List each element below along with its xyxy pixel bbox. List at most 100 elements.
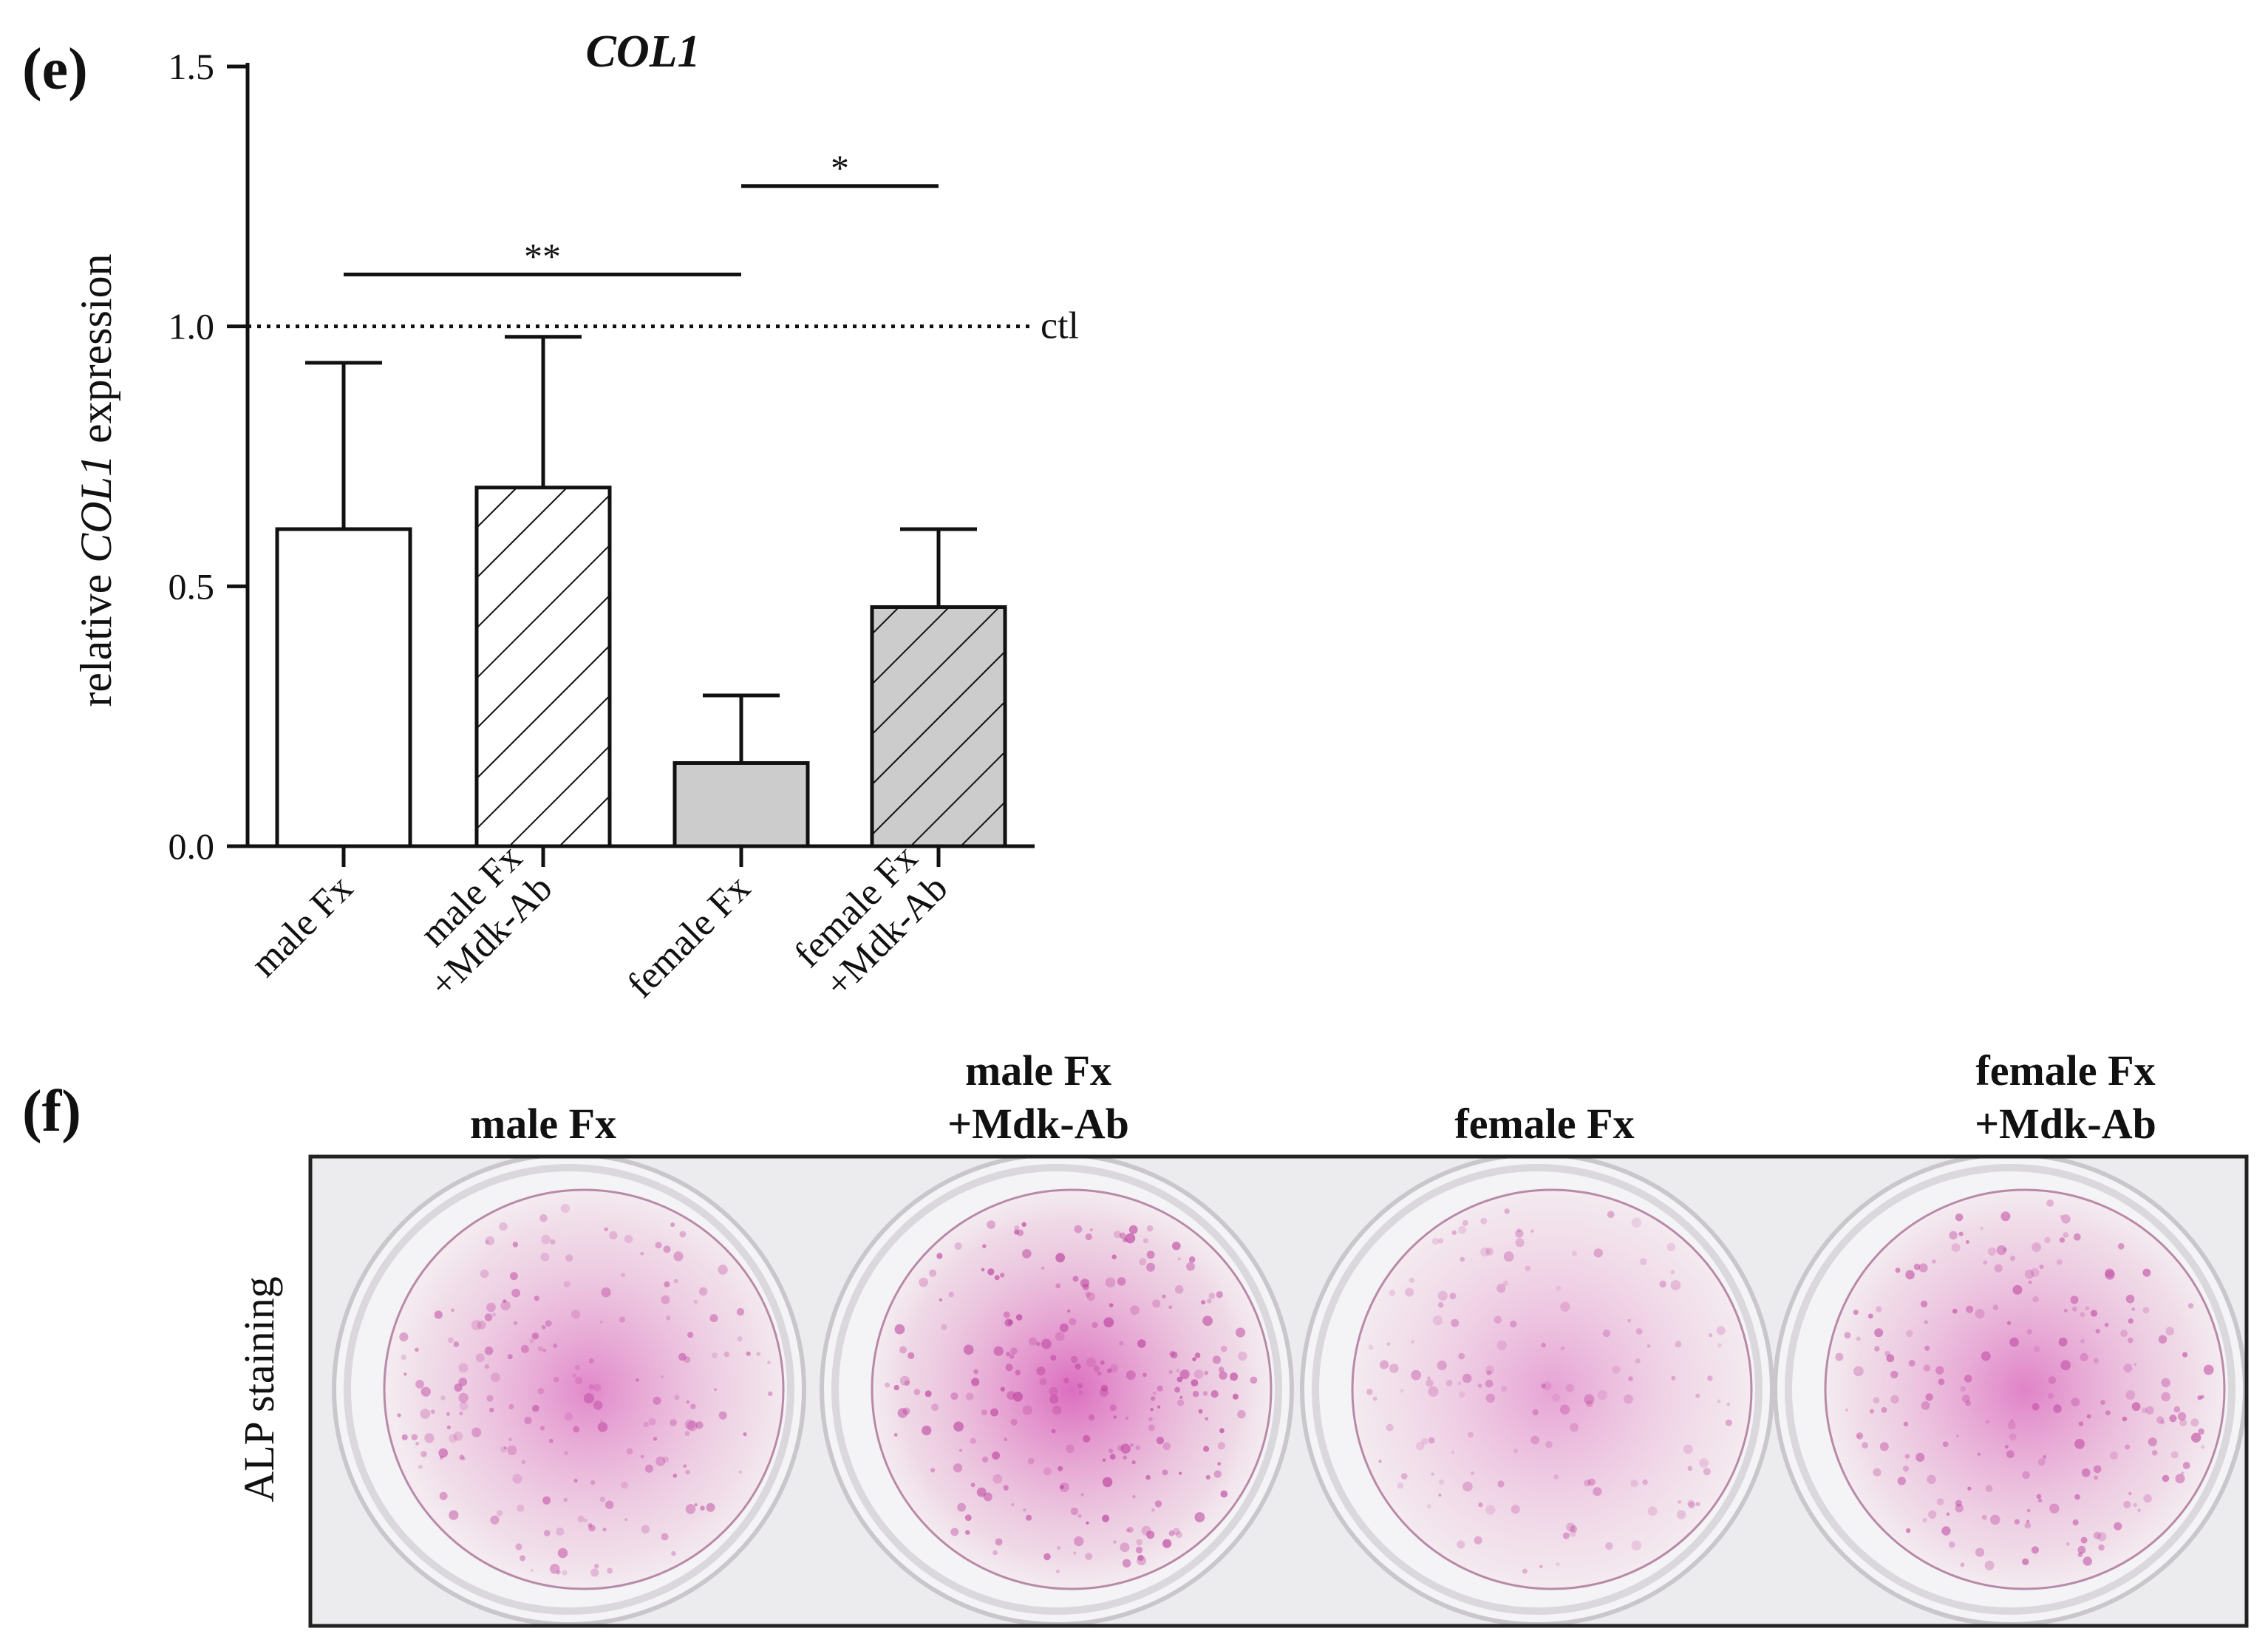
stain-speckle [644,1464,653,1473]
stain-speckle [653,1396,661,1405]
stain-speckle [1126,1528,1130,1533]
stain-speckle [2179,1419,2187,1426]
stain-speckle [1908,1360,1915,1367]
stain-speckle [2000,1211,2011,1222]
stain-speckle [1205,1417,1208,1421]
stain-speckle [542,1496,551,1505]
stain-speckle [588,1525,596,1532]
stain-speckle [1218,1366,1225,1372]
stain-speckle [1093,1365,1100,1372]
stain-speckle [1066,1444,1075,1454]
stain-speckle [1542,1381,1552,1391]
stain-speckle [1856,1432,1864,1440]
stain-speckle [1428,1437,1435,1444]
stain-speckle [1074,1536,1084,1547]
stain-speckle [2048,1392,2054,1399]
stain-speckle [1162,1294,1166,1298]
stain-speckle [1142,1372,1147,1378]
stain-speckle [1120,1443,1131,1454]
stain-speckle [1725,1419,1732,1426]
stain-speckle [418,1465,423,1469]
stain-speckle [609,1230,618,1240]
stain-speckle [1984,1560,1995,1570]
stain-speckle [2105,1410,2111,1416]
stain-speckle [695,1421,704,1429]
stain-speckle [489,1407,494,1413]
stain-speckle [2063,1309,2068,1313]
stain-speckle [1069,1318,1077,1326]
stain-speckle [599,1497,605,1502]
stain-speckle [2037,1458,2046,1466]
stain-speckle [485,1240,489,1245]
stain-speckle [1560,1301,1570,1312]
stain-speckle [1014,1229,1019,1235]
stain-speckle [1100,1360,1105,1365]
stain-speckle [2182,1462,2190,1469]
stain-speckle [1146,1262,1156,1272]
stain-speckle [2072,1307,2077,1312]
stain-speckle [572,1373,577,1378]
stain-speckle [531,1332,539,1340]
stain-speckle [1372,1396,1378,1401]
stain-speckle [679,1230,687,1238]
stain-speckle [1862,1442,1869,1449]
stain-speckle [1123,1237,1128,1243]
stain-speckle [2125,1444,2131,1450]
stain-speckle [1707,1375,1713,1381]
x-category-label: male Fx+Mdk-Ab [412,837,561,1006]
stain-speckle [1176,1376,1183,1383]
stain-speckle [1956,1434,1959,1438]
stain-speckle [1474,1536,1482,1545]
stain-speckle [931,1403,939,1412]
stain-speckle [987,1220,995,1229]
stain-speckle [529,1338,534,1344]
stain-speckle [1148,1424,1155,1432]
stain-speckle [1985,1420,1990,1424]
stain-speckle [2110,1451,2118,1460]
stain-speckle [453,1341,460,1347]
stain-speckle [2131,1307,2135,1311]
stain-speckle [1080,1493,1084,1497]
stain-speckle [919,1277,928,1287]
stain-speckle [1152,1299,1161,1308]
stain-speckle [1015,1369,1021,1375]
stain-speckle [1132,1494,1136,1499]
stain-speckle [2190,1418,2199,1427]
stain-speckle [1935,1366,1944,1375]
stain-speckle [1216,1291,1223,1298]
stain-speckle [1515,1238,1525,1247]
stain-speckle [1106,1368,1112,1374]
stain-speckle [1041,1266,1045,1270]
stain-speckle [550,1239,556,1245]
stain-speckle [593,1400,603,1410]
stain-speckle [1217,1442,1226,1450]
stain-speckle [1530,1229,1534,1233]
stain-speckle [2177,1412,2187,1421]
stain-speckle [1541,1342,1546,1348]
well-rim-inner [1312,1164,1763,1615]
stain-speckle [2145,1406,2154,1415]
y-tick-label: 1.5 [168,46,215,87]
stain-speckle [950,1392,958,1400]
stain-speckle [1920,1300,1928,1308]
stain-speckle [1011,1502,1015,1507]
stain-speckle [670,1222,675,1228]
stain-speckle [490,1515,500,1525]
stain-speckle [1951,1243,1961,1252]
stain-speckle [1941,1526,1951,1536]
stain-speckle [899,1375,910,1386]
stain-speckle [2077,1545,2086,1554]
stain-speckle [1113,1415,1117,1419]
stain-speckle [1378,1460,1382,1463]
x-category-text: female Fx+Mdk-Ab [786,837,956,1006]
stain-speckle [1458,1225,1467,1234]
stain-speckle [1409,1277,1415,1283]
well-rim-inner [344,1164,794,1615]
stain-speckle [1036,1366,1046,1376]
stain-speckle [1389,1290,1396,1296]
stain-speckle [1043,1467,1052,1476]
stain-speckle [2165,1327,2174,1335]
stain-speckle [973,1369,978,1375]
stain-speckle [1560,1346,1565,1351]
stain-speckle [709,1314,718,1323]
